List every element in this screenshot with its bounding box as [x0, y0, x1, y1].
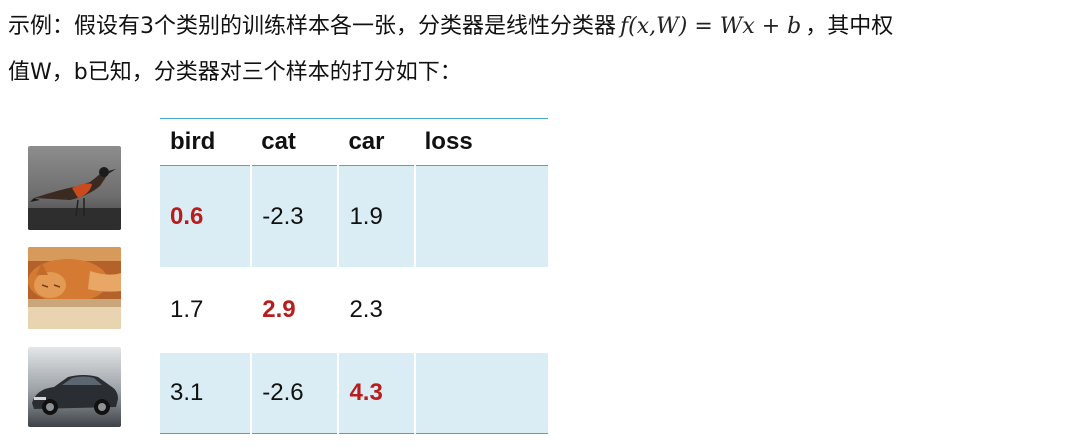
header-loss: loss — [414, 118, 548, 166]
header-cat: cat — [251, 118, 339, 166]
header-bird: bird — [160, 118, 252, 166]
loss-cat — [413, 267, 548, 353]
intro-line1-suffix: ，其中权 — [805, 14, 894, 39]
score-cat-bird: 1.7 — [170, 296, 204, 323]
score-car-car: 4.3 — [337, 353, 415, 434]
header-car: car — [338, 118, 415, 166]
loss-bird — [413, 165, 548, 267]
cat-image — [28, 247, 121, 329]
loss-car — [413, 353, 548, 434]
score-car-bird: 3.1 — [160, 353, 252, 434]
score-bird-bird: 0.6 — [160, 165, 252, 267]
table-row-cat: 1.7 2.9 2.3 — [160, 267, 548, 353]
bird-image — [28, 146, 121, 230]
score-bird-car: 1.9 — [337, 165, 415, 267]
linear-classifier-formula: f(x,W) = Wx + b — [620, 14, 802, 39]
score-cat-car: 2.3 — [337, 267, 415, 353]
score-bird-cat: -2.3 — [250, 165, 339, 267]
table-row-car: 3.1 -2.6 4.3 — [160, 353, 548, 434]
score-car-cat: -2.6 — [250, 353, 339, 434]
intro-text: 示例：假设有3个类别的训练样本各一张，分类器是线性分类器 f(x,W) = Wx … — [8, 4, 1068, 96]
table-row-bird: 0.6 -2.3 1.9 — [160, 165, 548, 267]
score-table: bird cat car loss 0.6 -2.3 1.9 1.7 2.9 2… — [160, 118, 548, 434]
intro-line1-prefix: 示例：假设有3个类别的训练样本各一张，分类器是线性分类器 — [8, 14, 616, 39]
table-header-row: bird cat car loss — [160, 118, 548, 166]
car-image — [28, 347, 121, 427]
intro-line2: 值W，b已知，分类器对三个样本的打分如下： — [8, 60, 462, 85]
score-cat-cat: 2.9 — [250, 267, 339, 353]
